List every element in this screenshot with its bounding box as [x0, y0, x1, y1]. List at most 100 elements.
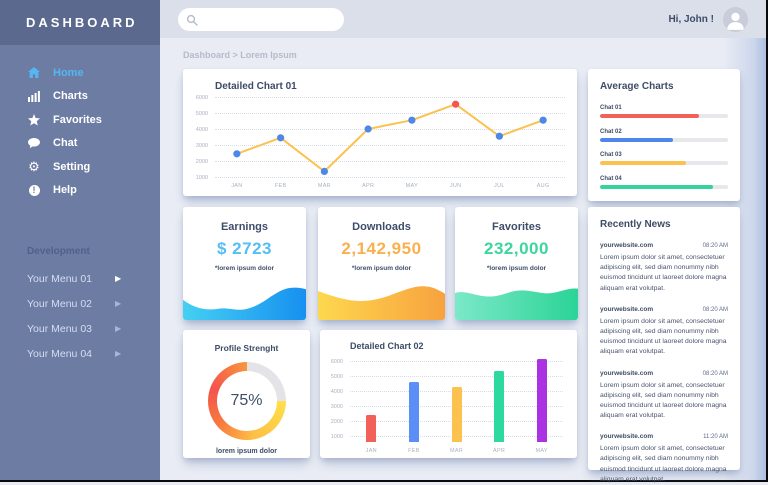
y-axis-label: 5000	[330, 374, 343, 381]
news-time: 08:20 AM	[702, 370, 728, 377]
stat-value: 232,000	[484, 239, 549, 258]
sidebar-item-your-menu-04[interactable]: Your Menu 04 ▶	[0, 341, 160, 366]
search-box[interactable]	[178, 8, 344, 31]
progress-track	[600, 184, 728, 189]
chart-title: Detailed Chart 01	[215, 81, 297, 92]
x-axis-label: JUN	[449, 183, 462, 189]
bar	[366, 415, 377, 442]
earnings-card: Earnings $ 2723 *lorem ipsum dolor	[183, 207, 306, 320]
news-source: yourwebsite.com	[600, 433, 654, 441]
data-point	[277, 134, 285, 142]
average-charts-card: Average Charts Chat 01 Chat 02 Chat 03 C…	[588, 69, 740, 201]
gridline: 1000	[196, 175, 565, 181]
search-input[interactable]	[204, 14, 336, 25]
stat-caption: *lorem ipsum dolor	[351, 265, 412, 272]
y-axis-label: 5000	[195, 111, 208, 117]
chevron-right-icon: ▶	[115, 349, 122, 358]
news-time: 08:20 AM	[702, 243, 728, 249]
sidebar-item-charts[interactable]: Charts	[0, 85, 160, 109]
news-item[interactable]: yourwebsite.com 08:20 AM Lorem ipsum dol…	[600, 306, 728, 358]
news-source: yourwebsite.com	[600, 369, 654, 377]
bar-label: Chat 03	[600, 152, 622, 158]
news-body: Lorem ipsum dolor sit amet, consectetuer…	[600, 445, 727, 483]
dev-item-label: Your Menu 02	[27, 297, 92, 310]
detailed-chart-02-plot: 6000 5000 4000 3000 2000 1000 JAN FEB MAR APR MAY	[331, 357, 563, 454]
progress-track	[600, 161, 728, 165]
dev-item-label: Your Menu 03	[27, 322, 92, 335]
sidebar-nav: Home Charts Favorites Chat ⚙ Setting !	[0, 61, 160, 202]
sidebar-item-favorites[interactable]: Favorites	[0, 108, 160, 132]
x-axis-label: FEB	[408, 448, 420, 454]
detailed-chart-02-card: Detailed Chart 02 6000 5000 4000 3000 2000 10…	[320, 330, 577, 458]
news-item[interactable]: yourwebsite.com 08:20 AM Lorem ipsum dol…	[600, 370, 728, 422]
topbar: Hi, John !	[160, 0, 766, 38]
x-axis-label: FEB	[274, 183, 287, 189]
detailed-chart-01-card: Detailed Chart 01 6000 5000 4000 3000 2000 10…	[183, 69, 577, 196]
chart-title: Profile Strenght	[214, 343, 279, 353]
progress-track	[600, 137, 728, 142]
home-icon	[27, 67, 41, 79]
news-item[interactable]: yourwebsite.com 11:20 AM Lorem ipsum dol…	[600, 433, 728, 485]
x-axis-label: MAY	[535, 448, 548, 454]
avatar[interactable]	[723, 7, 748, 32]
sidebar-item-label: Home	[53, 66, 84, 79]
x-axis-label: JUL	[494, 183, 505, 189]
progress-fill	[600, 114, 699, 118]
chart-caption: lorem ipsum dolor	[215, 448, 278, 455]
main-content: Dashboard > Lorem Ipsum Detailed Chart 0…	[160, 38, 766, 483]
sidebar-item-label: Chat	[53, 137, 78, 150]
chevron-right-icon: ▶	[115, 274, 122, 283]
favorites-sparkline	[455, 288, 578, 320]
x-axis-label: MAY	[405, 183, 419, 189]
gridline: 5000	[331, 374, 563, 380]
bar	[408, 382, 419, 442]
app-title: DASHBOARD	[26, 15, 138, 30]
data-point	[539, 116, 547, 124]
progress-fill	[600, 137, 673, 142]
y-axis-label: 6000	[330, 359, 343, 366]
news-time: 11:20 AM	[703, 434, 728, 441]
chart-title: Detailed Chart 02	[350, 341, 424, 351]
news-body: Lorem ipsum dolor sit amet, consectetuer…	[600, 254, 727, 292]
sidebar-item-help[interactable]: ! Help	[0, 179, 160, 203]
gear-icon: ⚙	[28, 159, 40, 175]
bar-label: Chat 01	[600, 105, 622, 111]
y-axis-label: 4000	[195, 127, 208, 133]
sidebar: DASHBOARD Home Charts Favorites Chat	[0, 0, 160, 480]
data-point	[452, 100, 460, 108]
earnings-sparkline	[183, 287, 306, 320]
progress-fill	[600, 184, 713, 189]
x-axis-label: APR	[362, 183, 375, 189]
news-item[interactable]: yourwebsite.com 08:20 AM Lorem ipsum dol…	[600, 242, 728, 294]
y-axis-label: 1000	[195, 175, 208, 181]
donut-chart: 75%	[207, 362, 286, 440]
sidebar-item-home[interactable]: Home	[0, 61, 160, 85]
gridline: 2000	[196, 159, 565, 165]
sidebar-item-your-menu-01[interactable]: Your Menu 01 ▶	[0, 266, 160, 291]
sidebar-item-label: Charts	[53, 90, 88, 103]
sidebar-item-your-menu-02[interactable]: Your Menu 02 ▶	[0, 291, 160, 316]
chart-title: Average Charts	[600, 81, 674, 92]
y-axis-label: 6000	[195, 95, 208, 101]
chat-bubble-icon	[27, 137, 41, 149]
bar	[451, 386, 462, 442]
stat-title: Favorites	[492, 221, 541, 233]
stat-value: 2,142,950	[341, 239, 422, 258]
section-title-development: Development	[27, 246, 90, 257]
news-title: Recently News	[600, 219, 671, 230]
sidebar-item-your-menu-03[interactable]: Your Menu 03 ▶	[0, 316, 160, 341]
sidebar-item-chat[interactable]: Chat	[0, 132, 160, 156]
average-bar-row: Chat 04	[600, 176, 728, 189]
y-axis-label: 1000	[330, 434, 343, 441]
app-title-bar: DASHBOARD	[0, 0, 160, 45]
average-bar-row: Chat 03	[600, 152, 728, 165]
progress-track	[600, 114, 728, 118]
dev-item-label: Your Menu 04	[27, 347, 92, 360]
stat-caption: *lorem ipsum dolor	[486, 265, 547, 272]
data-point	[233, 150, 241, 158]
sidebar-item-setting[interactable]: ⚙ Setting	[0, 155, 160, 179]
gridline: 4000	[196, 127, 565, 133]
bar-label: Chat 02	[600, 128, 622, 135]
x-axis-label: MAR	[317, 183, 331, 189]
help-icon: !	[27, 184, 41, 196]
